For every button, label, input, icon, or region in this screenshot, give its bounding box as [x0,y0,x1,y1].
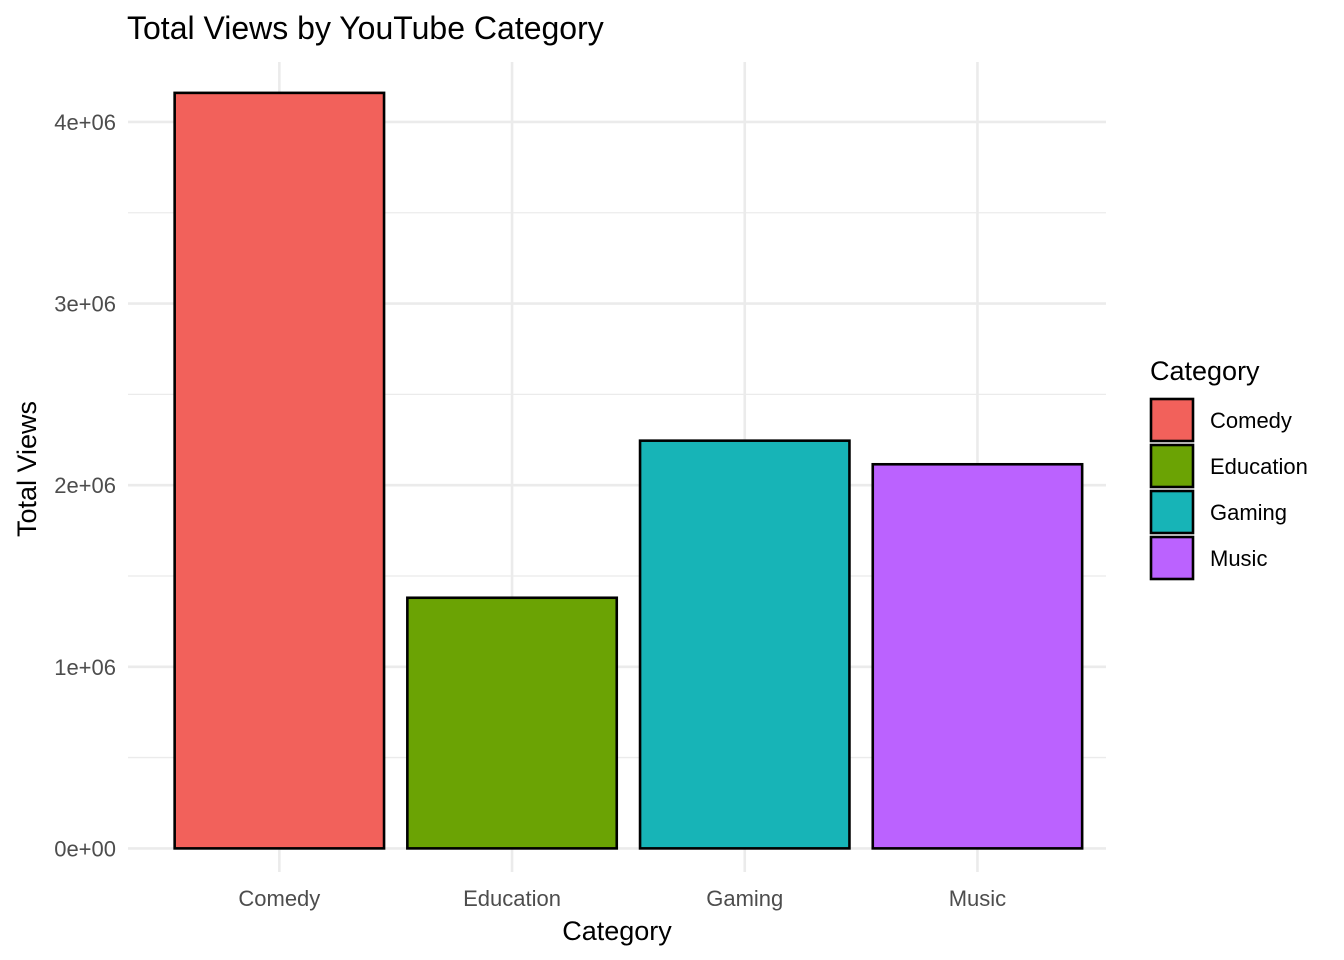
bars [173,91,1084,850]
legend-label: Education [1210,454,1308,479]
legend-label: Music [1210,546,1267,571]
chart-title: Total Views by YouTube Category [127,10,604,46]
legend-title: Category [1150,356,1260,386]
legend-label: Comedy [1210,408,1292,433]
legend-key-music [1149,535,1195,581]
legend-key-comedy [1149,397,1195,443]
legend: Category Comedy Education Gaming Music [1149,356,1308,581]
legend-key-gaming [1149,489,1195,535]
x-tick-label: Education [463,886,561,911]
x-axis-tick-labels: Comedy Education Gaming Music [238,886,1006,911]
legend-entries: Comedy Education Gaming Music [1149,397,1308,581]
y-tick-label: 3e+06 [54,292,116,317]
y-axis-tick-labels: 0e+00 1e+06 2e+06 3e+06 4e+06 [54,110,116,861]
y-axis-title: Total Views [12,401,42,537]
y-tick-label: 2e+06 [54,473,116,498]
y-tick-label: 4e+06 [54,110,116,135]
x-tick-label: Comedy [238,886,320,911]
bar-education [406,596,619,850]
x-axis-title: Category [562,916,672,946]
y-tick-label: 1e+06 [54,655,116,680]
x-tick-label: Gaming [706,886,783,911]
legend-label: Gaming [1210,500,1287,525]
bar-gaming [638,439,851,850]
bar-music [871,462,1084,850]
bar-comedy [173,91,386,850]
x-tick-label: Music [949,886,1006,911]
y-tick-label: 0e+00 [54,836,116,861]
legend-key-education [1149,443,1195,489]
